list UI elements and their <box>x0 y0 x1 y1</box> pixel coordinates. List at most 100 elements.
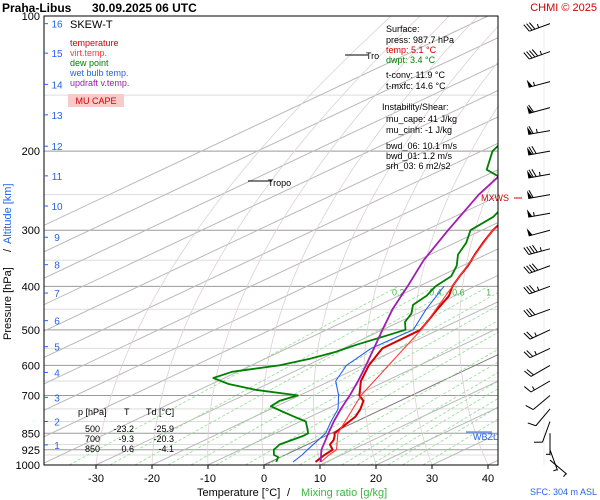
sfc-altitude-label: SFC: 304 m ASL <box>530 487 597 497</box>
legend: SKEW-T temperature virt.temp. dew point … <box>68 19 129 107</box>
mixing-ratio-line <box>267 331 498 465</box>
mixing-ratio-line <box>422 418 498 465</box>
bwd01-value: bwd_01: 1.2 m/s <box>386 151 453 161</box>
mixing-ratio-label: 0.4 <box>429 287 442 297</box>
table-header-td: Td [°C] <box>146 407 174 417</box>
altitude-tick-label: 13 <box>51 111 63 122</box>
temp-tick-label: -20 <box>144 473 160 485</box>
wind-barb <box>526 190 551 199</box>
pressure-tick-label: 700 <box>22 390 40 402</box>
dry-adiabat <box>458 167 498 465</box>
wind-barb <box>523 49 551 60</box>
pressure-tick-label: 100 <box>22 11 40 23</box>
legend-updraft: updraft v.temp. <box>70 78 129 88</box>
temp-tick-label: 10 <box>314 473 326 485</box>
pressure-tick-label: 200 <box>22 146 40 158</box>
sfc-press: press: 987.7 hPa <box>386 35 454 45</box>
isotherm-label: -20 <box>556 261 569 271</box>
pressure-tick-label: 600 <box>22 360 40 372</box>
temp-tick-label: -10 <box>200 473 216 485</box>
axis-layer: 1002003004005006007008509251000123456789… <box>16 11 499 485</box>
mixing-ratio-label: 3 <box>556 287 561 297</box>
sfc-dwpt: dwpt: 3.4 °C <box>386 55 436 65</box>
legend-temperature: temperature <box>70 38 119 48</box>
tropopause-label: Tropo <box>268 178 291 188</box>
dry-adiabat <box>151 16 421 465</box>
altitude-tick-label: 16 <box>51 20 63 31</box>
altitude-tick-label: 10 <box>51 202 63 213</box>
isotherm-line <box>44 169 498 385</box>
x-axis-label-sep: / <box>287 487 291 499</box>
wbzl-label: WBZL <box>473 432 498 442</box>
wind-barb <box>526 145 551 156</box>
srh03-value: srh_03: 6 m2/s2 <box>386 161 451 171</box>
credit-text: CHMI © 2025 <box>530 2 597 14</box>
wind-barb <box>526 168 551 179</box>
table-row-850-t: 0.6 <box>121 444 134 454</box>
mxws-label: MXWS <box>481 193 509 203</box>
y-axis-label-pressure: Pressure [hPa] <box>2 267 14 340</box>
wind-barb <box>526 228 551 237</box>
altitude-tick-label: 7 <box>54 289 60 300</box>
altitude-tick-label: 11 <box>52 172 63 183</box>
wind-barb <box>523 244 551 255</box>
legend-wet-bulb: wet bulb temp. <box>69 68 129 78</box>
table-row-700-t: -9.3 <box>118 434 134 444</box>
dry-adiabat <box>505 16 600 465</box>
temp-tick-label: 20 <box>370 473 382 485</box>
wind-barb <box>523 347 551 359</box>
isotherm-label: -30 <box>560 233 573 243</box>
wind-barb <box>549 449 558 472</box>
x-axis-label-temp: Temperature [°C] <box>197 487 280 499</box>
mu-cape-label: MU CAPE <box>75 96 116 106</box>
table-row-850-td: -4.1 <box>158 444 174 454</box>
series-wet-bulb-temp <box>292 285 445 463</box>
instab-title: Instability/Shear: <box>382 102 449 112</box>
temp-tick-label: -30 <box>88 473 104 485</box>
wind-barb <box>525 395 551 411</box>
pressure-tick-label: 925 <box>22 445 40 457</box>
dry-adiabat <box>95 16 392 465</box>
table-row-700-p: 700 <box>85 434 100 444</box>
surface-panel: Surface: press: 987.7 hPa temp: 5.1 °C d… <box>382 24 458 171</box>
series-layer <box>212 144 498 463</box>
altitude-tick-label: 1 <box>54 441 60 452</box>
dry-adiabat <box>261 16 479 465</box>
isotherm-line <box>263 354 498 465</box>
isotherm-line <box>44 142 498 359</box>
pressure-tick-label: 850 <box>22 428 40 440</box>
table-header-p: p [hPa] <box>78 407 107 417</box>
altitude-tick-label: 9 <box>54 233 60 244</box>
dry-adiabat <box>592 16 600 465</box>
altitude-tick-label: 6 <box>54 317 60 328</box>
isotherm-line <box>207 327 498 465</box>
table-row-850-p: 850 <box>85 444 100 454</box>
chart-title: SKEW-T <box>70 19 113 31</box>
wind-barb <box>526 125 551 135</box>
dry-adiabat <box>363 61 498 465</box>
x-axis-label-mix: Mixing ratio [g/kg] <box>301 487 387 499</box>
pressure-tick-label: 400 <box>22 281 40 293</box>
isotherm-line <box>44 63 498 279</box>
mixing-ratio-label: 1.4 <box>503 287 516 297</box>
station-title: Praha-Libus <box>2 1 72 15</box>
mixing-ratio-label: 4 <box>576 287 581 297</box>
wind-barb <box>523 307 551 318</box>
wind-barb <box>523 22 551 32</box>
mu-cinh-value: mu_cinh: -1 J/kg <box>386 125 452 135</box>
pressure-tick-label: 1000 <box>16 460 40 472</box>
altitude-tick-label: 4 <box>54 368 60 379</box>
wind-barb <box>527 408 551 427</box>
wind-barb <box>533 421 551 443</box>
legend-dew-point: dew point <box>70 58 109 68</box>
altitude-tick-label: 2 <box>54 418 60 429</box>
wind-barb <box>526 209 551 218</box>
series-dew-point <box>212 144 498 463</box>
isotherm-line <box>44 16 489 226</box>
isotherm-line <box>44 248 498 464</box>
altitude-tick-label: 14 <box>51 80 63 91</box>
wind-barb <box>549 459 568 477</box>
isotherm-line <box>44 116 498 332</box>
mixing-ratio-line <box>69 285 399 465</box>
altitude-tick-label: 5 <box>54 343 60 354</box>
